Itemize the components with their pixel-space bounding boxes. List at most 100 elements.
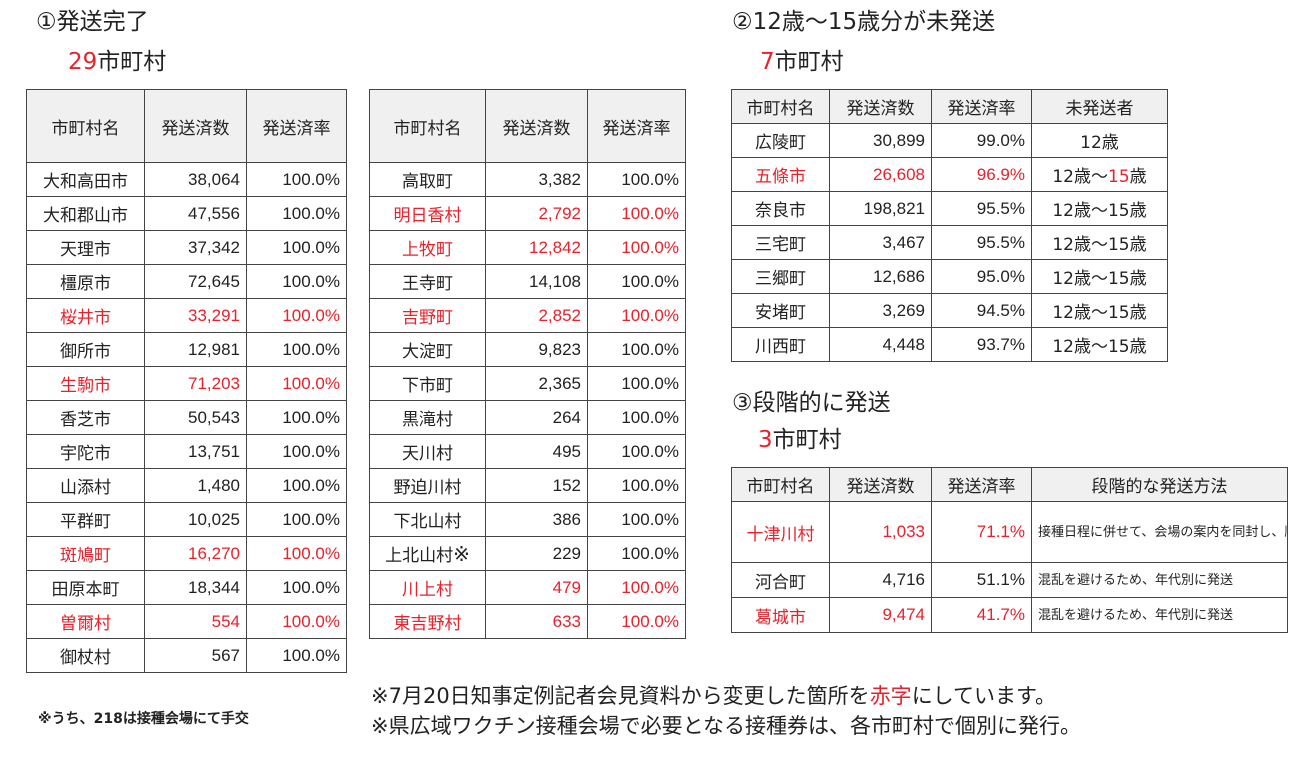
sent-rate: 100.0% bbox=[246, 638, 347, 673]
municipality-name: 天川村 bbox=[369, 434, 486, 469]
table-row: 下市町 2,365 100.0% bbox=[369, 366, 686, 401]
header-sent: 発送済数 bbox=[485, 89, 588, 163]
table-row: 安堵町 3,269 94.5% 12歳～15歳 bbox=[731, 293, 1168, 328]
municipality-name: 川上村 bbox=[369, 570, 486, 605]
table-row: 三郷町 12,686 95.0% 12歳～15歳 bbox=[731, 259, 1168, 294]
municipality-name-text: 大和高田市 bbox=[43, 172, 128, 192]
municipality-name: 山添村 bbox=[26, 468, 145, 503]
note-line-1-red: 赤字 bbox=[869, 684, 912, 708]
header-sent: 発送済数 bbox=[829, 467, 932, 502]
municipality-name-text: 下市町 bbox=[402, 376, 453, 396]
municipality-name-text: 東吉野村 bbox=[393, 614, 462, 634]
municipality-name: 香芝市 bbox=[26, 400, 145, 435]
section2-title-text: ②12歳～15歳分が未発送 bbox=[732, 9, 996, 35]
sent-count: 554 bbox=[144, 604, 247, 639]
sent-count: 71,203 bbox=[144, 366, 247, 401]
sent-count: 4,716 bbox=[829, 562, 932, 598]
municipality-name: 斑鳩町 bbox=[26, 536, 145, 571]
sent-rate: 100.0% bbox=[587, 468, 686, 503]
municipality-name-text: 田原本町 bbox=[51, 580, 120, 600]
sent-count: 37,342 bbox=[144, 230, 247, 265]
municipality-name: 明日香村 bbox=[369, 196, 486, 231]
table-row: 御所市 12,981 100.0% bbox=[26, 332, 347, 367]
sent-count: 12,981 bbox=[144, 332, 247, 367]
staged-table: 市町村名 発送済数 発送済率 段階的な発送方法 十津川村 1,033 71.1% 接種… bbox=[731, 467, 1288, 633]
municipality-name: 桜井市 bbox=[26, 298, 145, 333]
sent-count: 9,474 bbox=[829, 597, 932, 633]
sent-rate: 100.0% bbox=[587, 230, 686, 265]
municipality-name: 平群町 bbox=[26, 502, 145, 537]
table-row: 上牧町 12,842 100.0% bbox=[369, 230, 686, 265]
municipality-name-text: 斑鳩町 bbox=[60, 546, 111, 566]
section3-count: 3市町村 bbox=[758, 424, 842, 456]
municipality-name: 東吉野村 bbox=[369, 604, 486, 639]
header-unsent: 未発送者 bbox=[1031, 89, 1168, 124]
section1-title-text: ①発送完了 bbox=[36, 9, 149, 35]
sent-rate: 100.0% bbox=[246, 400, 347, 435]
sent-rate: 100.0% bbox=[587, 570, 686, 605]
delivery-method: 混乱を避けるため、年代別に発送 bbox=[1031, 562, 1288, 598]
sent-count: 3,467 bbox=[829, 225, 932, 260]
note-line-1-pre: ※7月20日知事定例記者会見資料から変更した箇所を bbox=[371, 684, 870, 708]
sent-count: 2,365 bbox=[485, 366, 588, 401]
municipality-name: 河合町 bbox=[731, 562, 830, 598]
municipality-name: 野迫川村 bbox=[369, 468, 486, 503]
municipality-name-text: 宇陀市 bbox=[60, 444, 111, 464]
sent-count: 26,608 bbox=[829, 157, 932, 192]
sent-count: 3,269 bbox=[829, 293, 932, 328]
municipality-name-text: 山添村 bbox=[60, 478, 111, 498]
municipality-name: 橿原市 bbox=[26, 264, 145, 299]
sent-rate: 100.0% bbox=[246, 366, 347, 401]
sent-rate: 71.1% bbox=[931, 501, 1032, 563]
header-name: 市町村名 bbox=[369, 89, 486, 163]
footnote-left: ※うち、218は接種会場にて手交 bbox=[38, 711, 249, 727]
note-line-2: ※県広域ワクチン接種会場で必要となる接種券は、各市町村で個別に発行。 bbox=[371, 714, 1081, 738]
sent-count: 72,645 bbox=[144, 264, 247, 299]
table-row: 天川村 495 100.0% bbox=[369, 434, 686, 469]
sent-count: 14,108 bbox=[485, 264, 588, 299]
sent-count: 1,480 bbox=[144, 468, 247, 503]
sent-rate: 100.0% bbox=[587, 502, 686, 537]
sent-count: 2,852 bbox=[485, 298, 588, 333]
table-row: 吉野町 2,852 100.0% bbox=[369, 298, 686, 333]
municipality-name: 川西町 bbox=[731, 327, 830, 362]
table-row: 五條市 26,608 96.9% 12歳～15歳 bbox=[731, 157, 1168, 192]
sent-count: 33,291 bbox=[144, 298, 247, 333]
municipality-name: 黒滝村 bbox=[369, 400, 486, 435]
table-row: 香芝市 50,543 100.0% bbox=[26, 400, 347, 435]
section3-count-number: 3 bbox=[758, 427, 773, 453]
table-row: 東吉野村 633 100.0% bbox=[369, 604, 686, 639]
table-row: 生駒市 71,203 100.0% bbox=[26, 366, 347, 401]
delivery-method: 混乱を避けるため、年代別に発送 bbox=[1031, 597, 1288, 633]
sent-rate: 100.0% bbox=[587, 298, 686, 333]
section1-count: 29市町村 bbox=[68, 46, 166, 78]
sent-count: 567 bbox=[144, 638, 247, 673]
municipality-name-text: 桜井市 bbox=[60, 308, 111, 328]
header-rate: 発送済率 bbox=[931, 467, 1032, 502]
note-line-1-post: にしています。 bbox=[911, 684, 1056, 708]
unsent-table: 市町村名 発送済数 発送済率 未発送者 広陵町 30,899 99.0% 12歳 五條市… bbox=[731, 89, 1168, 362]
sent-rate: 93.7% bbox=[931, 327, 1032, 362]
municipality-name: 大和郡山市 bbox=[26, 196, 145, 231]
table-row: 御杖村 567 100.0% bbox=[26, 638, 347, 673]
sent-rate: 100.0% bbox=[246, 264, 347, 299]
section3-title-text: ③段階的に発送 bbox=[732, 390, 891, 416]
sent-count: 3,382 bbox=[485, 162, 588, 197]
asterisk-mark: ※ bbox=[453, 542, 470, 566]
municipality-name-text: 御杖村 bbox=[60, 648, 111, 668]
municipality-name-text: 御所市 bbox=[60, 342, 111, 362]
sent-count: 18,344 bbox=[144, 570, 247, 605]
section1-title: ①発送完了 bbox=[36, 6, 149, 38]
table-row: 奈良市 198,821 95.5% 12歳～15歳 bbox=[731, 191, 1168, 226]
sent-rate: 41.7% bbox=[931, 597, 1032, 633]
municipality-name: 安堵町 bbox=[731, 293, 830, 328]
table-row: 大和高田市 38,064 100.0% bbox=[26, 162, 347, 197]
sent-count: 2,792 bbox=[485, 196, 588, 231]
header-sent: 発送済数 bbox=[829, 89, 932, 124]
municipality-name-text: 生駒市 bbox=[60, 376, 111, 396]
sent-rate: 100.0% bbox=[246, 162, 347, 197]
sent-rate: 95.5% bbox=[931, 225, 1032, 260]
municipality-name-text: 明日香村 bbox=[393, 206, 462, 226]
section3-title: ③段階的に発送 bbox=[732, 387, 891, 419]
